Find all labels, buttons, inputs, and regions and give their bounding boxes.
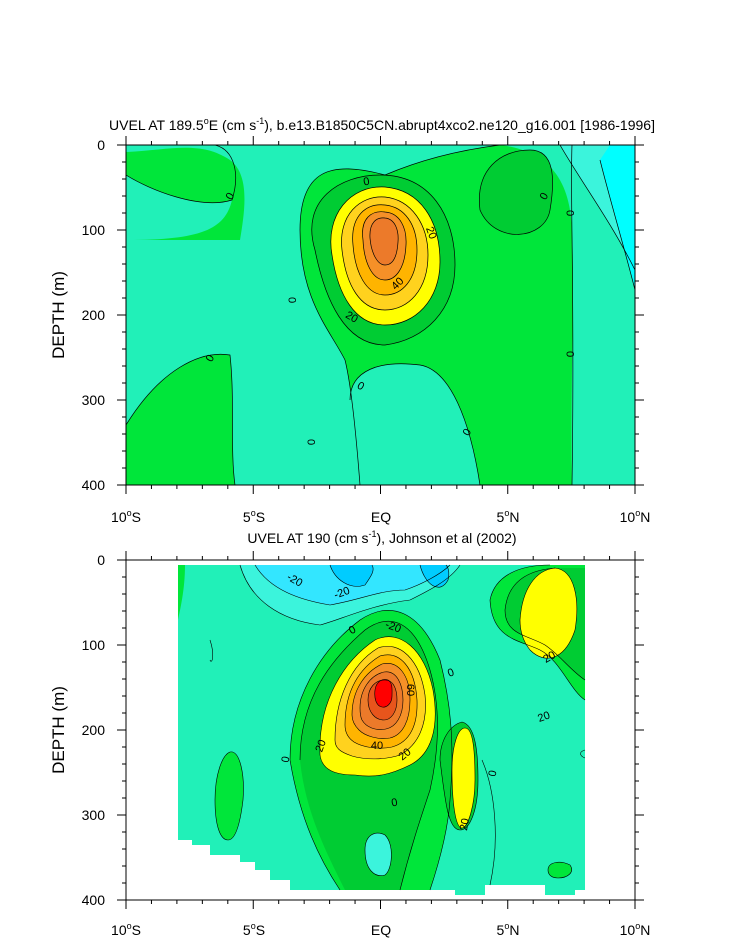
panel-a-contour-labels: 0 0 0 0 0 0 0 0 0 0 20 20 40 [204, 176, 577, 445]
contour-label: 60 [404, 684, 416, 696]
x-tick-label: 5oN [497, 921, 520, 938]
panel-a-contours [126, 145, 635, 485]
contour-label: 20 [343, 309, 360, 326]
fill-west-gap [126, 175, 232, 240]
contour-label: 0 [347, 624, 358, 637]
contour-label: 0 [204, 353, 217, 364]
contour-label: 40 [371, 740, 383, 752]
panel-b-title: UVEL AT 190 (cm s-1), Johnson et al (200… [247, 529, 516, 546]
y-tick-label: 400 [82, 892, 106, 908]
contour-label: 0 [355, 380, 366, 393]
fill-obs-deep-westward [365, 833, 392, 876]
fill-obs-surface-minus30-b [420, 565, 449, 588]
fill-obs-north-jet-20 [520, 568, 577, 659]
contour-label: -20 [384, 619, 403, 636]
y-tick-label: 300 [82, 807, 106, 823]
fill-west-lower [126, 354, 235, 485]
x-tick-label: 10oN [620, 508, 651, 525]
contour-label: 0 [461, 427, 474, 438]
x-tick-label: 5oS [243, 508, 265, 525]
y-tick-label: 200 [82, 722, 106, 738]
fill-obs-surface-minus30-a [330, 565, 374, 587]
panel-model: UVEL AT 189.5oE (cm s-1), b.e13.B1850C5C… [49, 116, 655, 525]
contour-label: 20 [536, 709, 552, 724]
panel-a-ticks [117, 136, 644, 494]
contour-label: 20 [541, 649, 558, 666]
contour-lines [126, 145, 635, 485]
contour-label: 20 [313, 738, 328, 754]
panel-a-y-tick-labels: 0 100 200 300 400 [82, 137, 106, 493]
fill-obs-west-deep [215, 751, 244, 840]
contour-label: 0 [565, 210, 577, 216]
x-tick-label: EQ [371, 509, 391, 525]
panel-b-contours [178, 564, 586, 895]
fill-obs-west-edge [178, 565, 185, 620]
contour-label: 0 [280, 755, 293, 763]
panel-b-ticks [117, 551, 644, 909]
y-tick-label: 100 [82, 637, 106, 653]
y-tick-label: 0 [97, 552, 105, 568]
x-tick-label: EQ [371, 922, 391, 938]
contour-label: 0 [538, 191, 551, 202]
contour-label: 0 [362, 176, 370, 189]
x-tick-label: 10oS [111, 508, 141, 525]
panel-b-y-axis-label: DEPTH (m) [49, 686, 68, 774]
y-tick-label: 100 [82, 222, 106, 238]
contour-lines [209, 564, 586, 891]
x-tick-label: 5oN [497, 508, 520, 525]
contour-label: 0 [224, 191, 237, 202]
y-tick-label: 400 [82, 477, 106, 493]
contour-label: 20 [458, 817, 472, 831]
panel-b-x-tick-labels: 10oS 5oS EQ 5oN 10oN [111, 921, 650, 938]
panel-b-y-tick-labels: 0 100 200 300 400 [82, 552, 106, 908]
contour-label: 0 [287, 297, 299, 303]
fill-deep-westward [350, 363, 480, 485]
y-tick-label: 0 [97, 137, 105, 153]
contour-label: -20 [332, 585, 351, 602]
contour-label: 0 [390, 797, 398, 810]
contour-label: 0 [306, 439, 318, 445]
fill-north-jet [479, 150, 553, 235]
fill-obs-east-deep [548, 862, 572, 878]
panel-a-title: UVEL AT 189.5oE (cm s-1), b.e13.B1850C5C… [109, 116, 655, 133]
x-tick-label: 10oN [620, 921, 651, 938]
panel-a-y-axis-label: DEPTH (m) [49, 271, 68, 359]
contour-label: 0 [487, 769, 500, 777]
y-tick-label: 300 [82, 392, 106, 408]
panel-a-x-tick-labels: 10oS 5oS EQ 5oN 10oN [111, 508, 650, 525]
panel-observed: UVEL AT 190 (cm s-1), Johnson et al (200… [49, 529, 650, 938]
fill-core-60 [369, 217, 399, 265]
y-tick-label: 200 [82, 307, 106, 323]
fill-obs-core-80 [374, 679, 393, 708]
x-tick-label: 5oS [243, 921, 265, 938]
fill-obs-deep-jet-20 [452, 728, 475, 828]
x-tick-label: 10oS [111, 921, 141, 938]
contour-label: 0 [446, 666, 456, 679]
contour-label: 0 [565, 351, 577, 357]
contour-label: 20 [423, 225, 438, 241]
